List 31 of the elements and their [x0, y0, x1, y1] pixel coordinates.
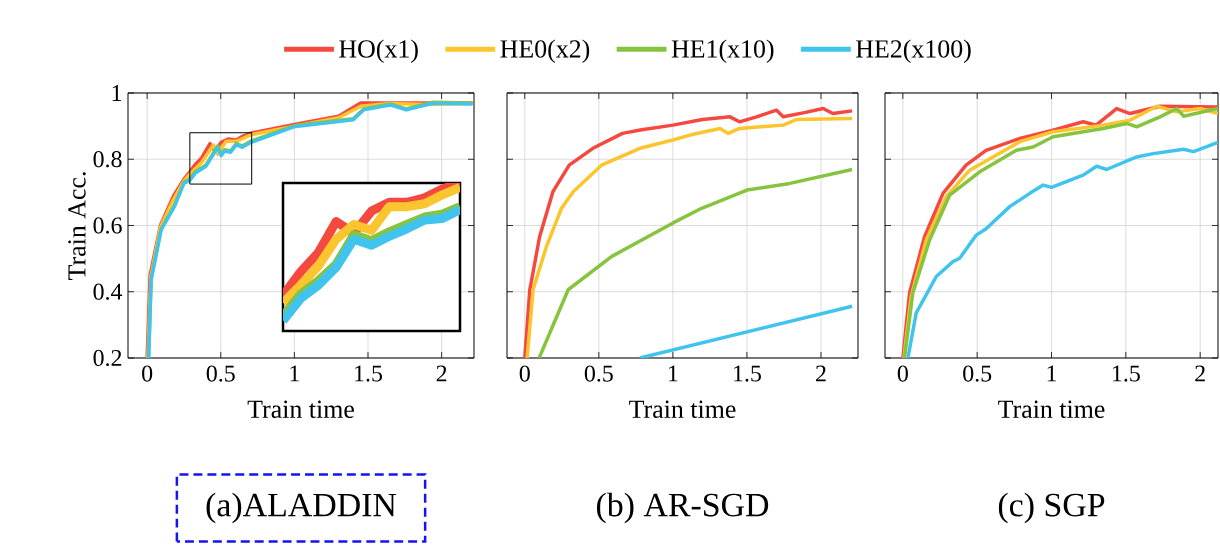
x-tick-label: 1.5: [355, 365, 383, 382]
text: (b) AR-SGD: [596, 492, 769, 524]
x-tick-label: 1: [669, 365, 678, 382]
x-axis-title: Train time: [629, 400, 736, 418]
x-axis-title: Train time: [998, 400, 1105, 418]
y-tick-label: 0.8: [93, 151, 122, 168]
x-tick-label: 0.5: [206, 365, 235, 382]
y-tick-label: 0.2: [93, 349, 122, 367]
x-tick-label: 2: [816, 365, 826, 382]
x-tick-label: 1: [290, 365, 299, 382]
legend-label: HE2(x100): [856, 39, 971, 63]
y-tick-label: 1: [112, 85, 122, 101]
y-tick-label: 0.4: [93, 283, 123, 300]
text: (a)ALADDIN: [206, 492, 397, 524]
x-tick-label: 0.5: [963, 365, 992, 382]
x-tick-label: 1: [1047, 365, 1057, 382]
legend-label: HE0(x2): [500, 39, 590, 63]
x-tick-label: 0: [519, 365, 530, 382]
x-axis-title: Train time: [247, 400, 354, 418]
y-axis-title: Train Acc.: [68, 172, 86, 280]
y-tick-label: 0.6: [93, 217, 122, 234]
legend-label: HE1(x10): [671, 39, 774, 63]
x-tick-label: 1.5: [1112, 365, 1140, 382]
x-tick-label: 2: [436, 365, 447, 382]
x-tick-label: 0.5: [584, 365, 613, 382]
text: (c) SGP: [998, 492, 1105, 524]
legend-label: HO(x1): [339, 39, 418, 63]
x-tick-label: 1.5: [734, 365, 761, 382]
x-tick-label: 2: [1195, 365, 1205, 382]
x-tick-label: 0: [142, 365, 153, 382]
x-tick-label: 0: [897, 365, 908, 382]
